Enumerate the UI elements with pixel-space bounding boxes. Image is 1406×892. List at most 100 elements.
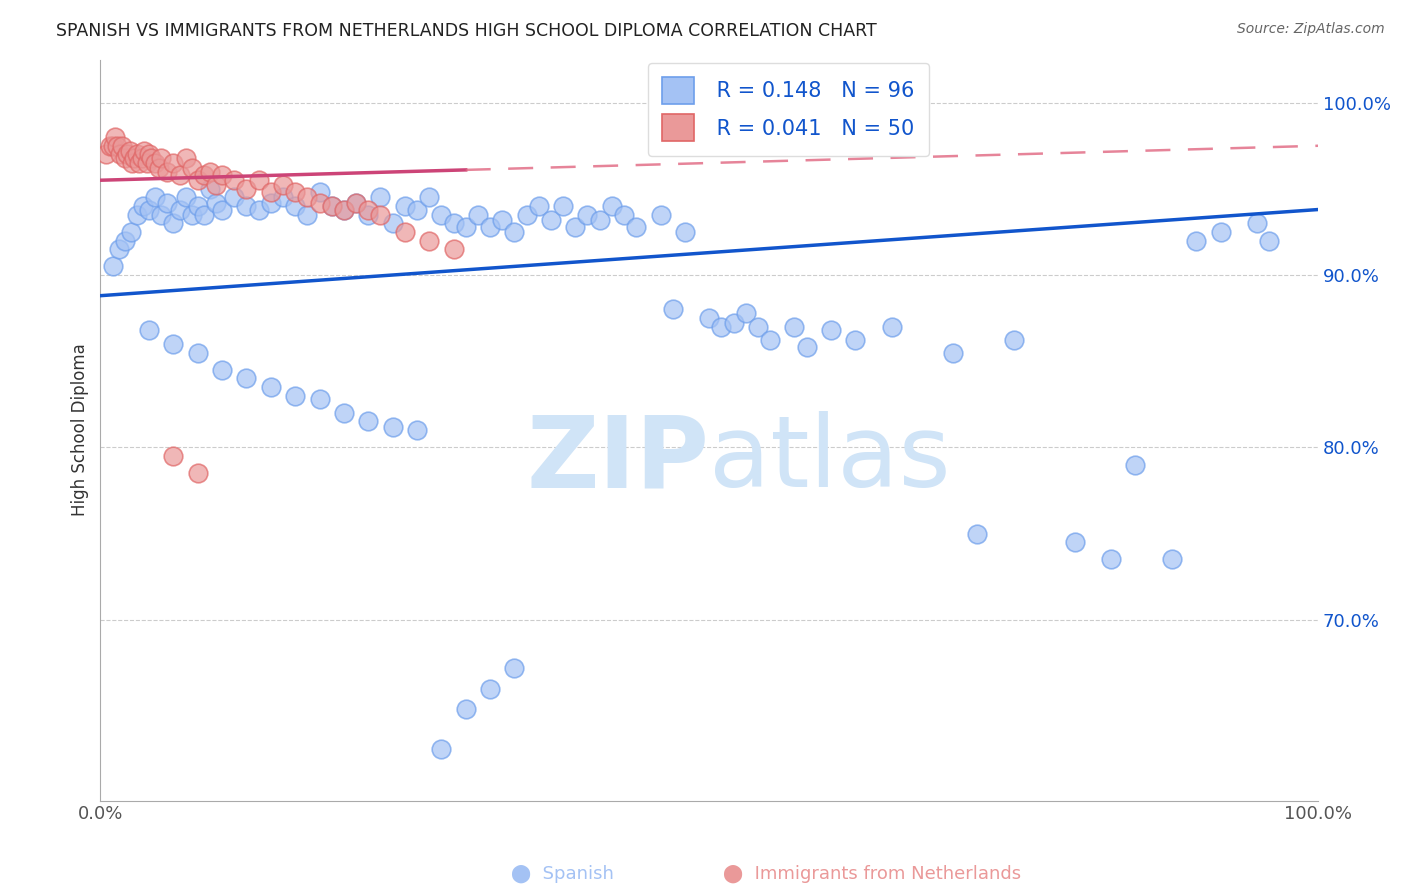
Point <box>1209 225 1232 239</box>
Text: Source: ZipAtlas.com: Source: ZipAtlas.com <box>1237 22 1385 37</box>
Point <box>503 225 526 239</box>
Point <box>1258 234 1281 248</box>
Point <box>105 138 128 153</box>
Point <box>297 190 319 204</box>
Point <box>381 216 404 230</box>
Point <box>394 225 416 239</box>
Point <box>125 147 148 161</box>
Point <box>600 199 623 213</box>
Y-axis label: High School Diploma: High School Diploma <box>72 343 89 516</box>
Point <box>156 164 179 178</box>
Point <box>187 173 209 187</box>
Point <box>467 208 489 222</box>
Point <box>418 234 440 248</box>
Point <box>443 216 465 230</box>
Point <box>454 702 477 716</box>
Point <box>111 138 134 153</box>
Point <box>104 130 127 145</box>
Point <box>284 186 307 200</box>
Point <box>101 260 124 274</box>
Point <box>174 190 197 204</box>
Point <box>564 219 586 234</box>
Point <box>297 208 319 222</box>
Point <box>121 156 143 170</box>
Text: ⬤  Immigrants from Netherlands: ⬤ Immigrants from Netherlands <box>723 864 1021 883</box>
Point <box>128 156 150 170</box>
Point <box>193 168 215 182</box>
Point <box>114 151 136 165</box>
Point <box>697 311 720 326</box>
Point <box>588 212 610 227</box>
Point <box>260 380 283 394</box>
Point <box>783 319 806 334</box>
Point <box>796 340 818 354</box>
Point <box>661 302 683 317</box>
Point <box>235 371 257 385</box>
Point <box>180 161 202 176</box>
Point <box>734 306 756 320</box>
Point <box>141 151 163 165</box>
Point <box>406 202 429 217</box>
Point <box>138 147 160 161</box>
Point <box>1185 234 1208 248</box>
Point <box>370 208 392 222</box>
Point <box>115 147 138 161</box>
Point <box>333 406 356 420</box>
Point <box>150 151 173 165</box>
Point <box>162 156 184 170</box>
Point <box>260 195 283 210</box>
Point <box>120 225 142 239</box>
Point <box>723 316 745 330</box>
Point <box>540 212 562 227</box>
Point <box>673 225 696 239</box>
Point <box>169 168 191 182</box>
Point <box>344 195 367 210</box>
Point <box>370 190 392 204</box>
Point <box>942 345 965 359</box>
Point <box>357 202 380 217</box>
Text: SPANISH VS IMMIGRANTS FROM NETHERLANDS HIGH SCHOOL DIPLOMA CORRELATION CHART: SPANISH VS IMMIGRANTS FROM NETHERLANDS H… <box>56 22 877 40</box>
Point <box>108 147 131 161</box>
Point <box>174 151 197 165</box>
Point <box>966 526 988 541</box>
Point <box>344 195 367 210</box>
Point <box>187 345 209 359</box>
Point <box>131 151 153 165</box>
Point <box>308 195 330 210</box>
Point <box>321 199 343 213</box>
Point <box>211 202 233 217</box>
Point <box>148 161 170 176</box>
Point <box>527 199 550 213</box>
Point <box>333 202 356 217</box>
Point <box>308 392 330 406</box>
Point <box>820 323 842 337</box>
Point <box>132 199 155 213</box>
Text: ⬤  Spanish: ⬤ Spanish <box>510 864 614 883</box>
Text: ZIP: ZIP <box>526 411 709 508</box>
Point <box>162 337 184 351</box>
Point <box>98 138 121 153</box>
Point <box>710 319 733 334</box>
Point <box>759 334 782 348</box>
Point <box>247 202 270 217</box>
Point <box>143 190 166 204</box>
Point <box>394 199 416 213</box>
Point <box>205 195 228 210</box>
Point <box>1099 552 1122 566</box>
Point <box>284 199 307 213</box>
Point <box>224 173 246 187</box>
Point <box>134 144 156 158</box>
Point <box>357 415 380 429</box>
Point <box>96 147 118 161</box>
Point <box>1161 552 1184 566</box>
Point <box>101 138 124 153</box>
Point <box>271 190 294 204</box>
Point <box>224 190 246 204</box>
Point <box>198 164 221 178</box>
Point <box>235 199 257 213</box>
Point <box>169 202 191 217</box>
Point <box>284 389 307 403</box>
Point <box>553 199 575 213</box>
Point <box>454 219 477 234</box>
Point <box>406 423 429 437</box>
